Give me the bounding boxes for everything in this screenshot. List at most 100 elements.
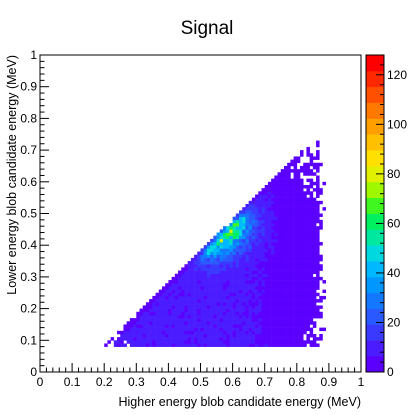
heatmap-bin xyxy=(155,324,160,328)
heatmap-bin xyxy=(312,343,317,347)
heatmap-bin xyxy=(197,292,201,297)
heatmap-bin xyxy=(194,343,198,347)
heatmap-bin xyxy=(309,223,314,227)
heatmap-bin xyxy=(142,311,147,316)
heatmap-bin xyxy=(258,276,262,281)
heatmap-bin xyxy=(155,308,160,313)
heatmap-bin xyxy=(239,264,243,268)
heatmap-bin xyxy=(222,245,227,249)
heatmap-bin xyxy=(306,318,310,322)
heatmap-bin xyxy=(229,270,233,275)
heatmap-bin xyxy=(158,333,163,338)
heatmap-bin xyxy=(229,289,233,294)
heatmap-bin xyxy=(258,324,262,328)
heatmap-bin xyxy=(277,314,282,319)
heatmap-bin xyxy=(226,254,230,259)
heatmap-bin xyxy=(216,264,221,268)
heatmap-bin xyxy=(149,302,153,306)
heatmap-bin xyxy=(283,238,288,243)
heatmap-bin xyxy=(178,283,182,287)
heatmap-bin xyxy=(319,337,323,341)
heatmap-bin xyxy=(261,337,265,341)
heatmap-bin xyxy=(197,302,201,306)
heatmap-bin xyxy=(296,197,301,202)
heatmap-bin xyxy=(296,308,301,313)
heatmap-bin xyxy=(271,194,275,198)
heatmap-bin xyxy=(280,324,285,328)
heatmap-bin xyxy=(251,321,256,325)
heatmap-bin xyxy=(226,337,230,341)
heatmap-bin xyxy=(178,270,182,275)
heatmap-bin xyxy=(251,267,256,271)
heatmap-bin xyxy=(229,248,233,252)
heatmap-bin xyxy=(296,248,301,252)
heatmap-bin xyxy=(316,257,320,262)
heatmap-bin xyxy=(248,295,253,300)
heatmap-bin xyxy=(312,289,317,294)
heatmap-bin xyxy=(261,330,265,335)
heatmap-bin xyxy=(190,324,195,328)
heatmap-bin xyxy=(232,321,237,325)
heatmap-bin xyxy=(267,261,272,265)
heatmap-bin xyxy=(158,302,163,306)
heatmap-bin xyxy=(261,276,265,281)
heatmap-bin xyxy=(283,295,288,300)
heatmap-bin xyxy=(271,286,275,290)
heatmap-bin xyxy=(190,292,195,297)
heatmap-bin xyxy=(242,242,246,246)
heatmap-bin xyxy=(235,254,240,259)
heatmap-bin xyxy=(280,210,285,214)
heatmap-bin xyxy=(290,295,294,300)
heatmap-bin xyxy=(222,283,227,287)
heatmap-bin xyxy=(309,276,314,281)
heatmap-bin xyxy=(242,245,246,249)
heatmap-bin xyxy=(277,276,282,281)
heatmap-bin xyxy=(149,318,153,322)
heatmap-bin xyxy=(232,280,237,284)
heatmap-bin xyxy=(300,238,304,243)
heatmap-bin xyxy=(197,337,201,341)
heatmap-bin xyxy=(293,159,298,164)
heatmap-bin xyxy=(158,330,163,335)
heatmap-bin xyxy=(248,308,253,313)
heatmap-bin xyxy=(206,327,211,332)
heatmap-bin xyxy=(296,251,301,256)
heatmap-bin xyxy=(267,207,272,211)
heatmap-bin xyxy=(206,257,211,262)
heatmap-bin xyxy=(290,261,294,265)
heatmap-bin xyxy=(235,264,240,268)
heatmap-bin xyxy=(303,343,307,347)
heatmap-bin xyxy=(251,242,256,246)
heatmap-bin xyxy=(277,242,282,246)
heatmap-bin xyxy=(203,299,208,303)
heatmap-bin xyxy=(178,286,182,290)
heatmap-bin xyxy=(322,181,326,186)
heatmap-bin xyxy=(226,318,230,322)
heatmap-bin xyxy=(306,333,310,338)
heatmap-bin xyxy=(206,283,211,287)
heatmap-bin xyxy=(239,295,243,300)
heatmap-bin xyxy=(274,203,278,208)
heatmap-bin xyxy=(171,299,176,303)
heatmap-bin xyxy=(171,330,176,335)
heatmap-bin xyxy=(300,223,304,227)
heatmap-bin xyxy=(129,333,134,338)
heatmap-bin xyxy=(219,248,224,252)
heatmap-bin xyxy=(296,210,301,214)
heatmap-bin xyxy=(255,343,259,347)
heatmap-bin xyxy=(203,286,208,290)
heatmap-bin xyxy=(239,311,243,316)
heatmap-bin xyxy=(248,343,253,347)
x-tick-label: 0.5 xyxy=(192,375,209,389)
heatmap-bin xyxy=(219,289,224,294)
heatmap-bin xyxy=(213,314,217,319)
heatmap-bin xyxy=(267,232,272,236)
heatmap-bin xyxy=(206,305,211,309)
heatmap-bin xyxy=(283,254,288,259)
heatmap-bin xyxy=(197,327,201,332)
heatmap-bin xyxy=(316,153,320,157)
heatmap-bin xyxy=(216,295,221,300)
heatmap-bin xyxy=(306,146,310,151)
heatmap-bin xyxy=(303,238,307,243)
heatmap-bin xyxy=(203,321,208,325)
